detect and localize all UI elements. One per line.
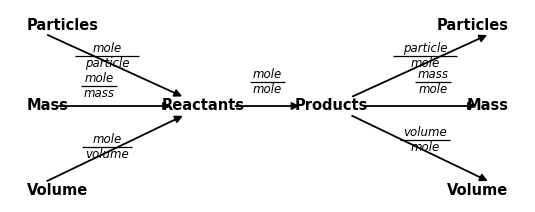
Text: mole: mole [93,42,121,55]
Text: mole: mole [411,57,440,70]
Text: particle: particle [85,57,129,70]
Text: mole: mole [419,83,448,96]
Text: mole: mole [93,133,121,146]
Text: Mass: Mass [27,99,69,113]
Text: mass: mass [83,87,114,100]
Text: mole: mole [85,72,113,85]
Text: Reactants: Reactants [162,99,245,113]
Text: mole: mole [253,83,282,96]
Text: mass: mass [418,68,449,81]
Text: mole: mole [411,141,440,154]
Text: Products: Products [295,99,369,113]
Text: particle: particle [403,42,448,55]
Text: mole: mole [253,68,282,81]
Text: Mass: Mass [466,99,508,113]
Text: volume: volume [85,148,129,161]
Text: Volume: Volume [447,183,508,198]
Text: Particles: Particles [27,18,99,33]
Text: Volume: Volume [27,183,88,198]
Text: volume: volume [403,126,447,139]
Text: Particles: Particles [436,18,508,33]
